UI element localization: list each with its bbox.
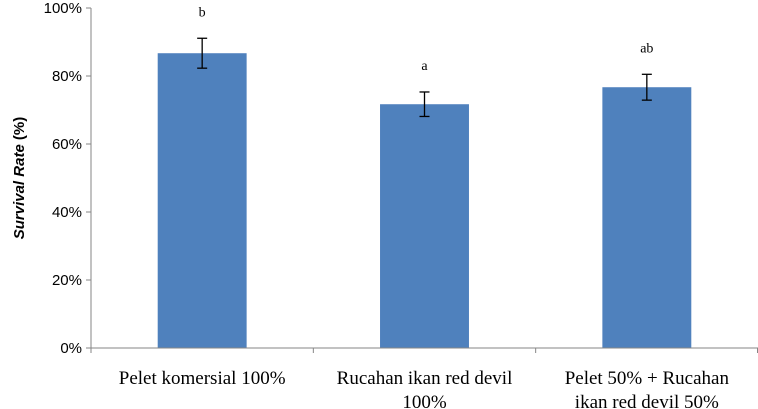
significance-label: a [421,59,428,74]
y-tick-label: 40% [52,204,82,221]
y-axis-label-unit: (%) [11,117,28,145]
bar [380,104,469,348]
x-category-label: Pelet 50% + Rucahan ikan red devil 50% [565,368,730,409]
x-category-label-line: 100% [402,392,447,409]
bar [602,87,692,348]
y-axis: 0% 20% 40% 60% 80% 100% [44,0,92,357]
y-axis-label: Survival Rate (%) [11,117,28,240]
significance-label: b [199,5,206,20]
x-category-label: Rucahan ikan red devil 100% [337,368,513,409]
x-category-label: Pelet komersial 100% [119,368,286,389]
x-category-label-line: ikan red devil 50% [575,392,719,409]
y-tick-label: 100% [44,0,82,17]
y-tick-label: 20% [52,272,82,289]
x-category-label-line: Rucahan ikan red devil [337,368,513,389]
significance-label: ab [640,41,653,56]
x-axis: Pelet komersial 100% Rucahan ikan red dev… [90,347,758,409]
y-tick-label: 60% [52,136,82,153]
x-category-label-line: Pelet 50% + Rucahan [565,368,730,389]
x-category-label-line: Pelet komersial 100% [119,368,286,389]
bar [157,53,247,348]
y-axis-label-italic: Survival Rate [11,144,28,239]
y-tick-label: 80% [52,68,82,85]
y-tick-label: 0% [60,340,82,357]
bars: b a ab [157,5,692,348]
